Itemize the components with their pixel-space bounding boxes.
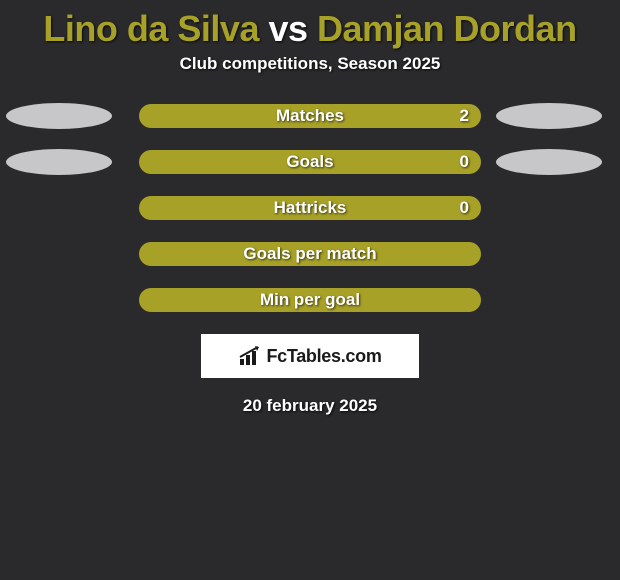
page-title: Lino da Silva vs Damjan Dordan bbox=[0, 0, 620, 54]
title-player2: Damjan Dordan bbox=[317, 8, 577, 49]
stat-row-mpg: Min per goal bbox=[0, 288, 620, 312]
stat-bar: Goals 0 bbox=[139, 150, 481, 174]
date-text: 20 february 2025 bbox=[0, 396, 620, 416]
stat-bar: Hattricks 0 bbox=[139, 196, 481, 220]
stat-value-right: 0 bbox=[460, 152, 469, 172]
logo-text: FcTables.com bbox=[266, 346, 381, 367]
stat-rows: Matches 2 Goals 0 Hattricks 0 Goals per … bbox=[0, 104, 620, 312]
stat-value-right: 2 bbox=[460, 106, 469, 126]
ellipse-left bbox=[6, 149, 112, 175]
stat-row-goals: Goals 0 bbox=[0, 150, 620, 174]
logo-box: FcTables.com bbox=[201, 334, 419, 378]
stat-label: Goals bbox=[286, 152, 333, 172]
ellipse-left bbox=[6, 103, 112, 129]
stat-bar: Goals per match bbox=[139, 242, 481, 266]
stat-bar: Min per goal bbox=[139, 288, 481, 312]
title-player1: Lino da Silva bbox=[43, 8, 259, 49]
ellipse-right bbox=[496, 103, 602, 129]
title-vs: vs bbox=[259, 8, 317, 49]
stat-label: Matches bbox=[276, 106, 344, 126]
stat-label: Goals per match bbox=[243, 244, 376, 264]
stat-value-right: 0 bbox=[460, 198, 469, 218]
stat-row-hattricks: Hattricks 0 bbox=[0, 196, 620, 220]
subtitle: Club competitions, Season 2025 bbox=[0, 54, 620, 104]
stat-row-gpm: Goals per match bbox=[0, 242, 620, 266]
stat-row-matches: Matches 2 bbox=[0, 104, 620, 128]
stat-bar: Matches 2 bbox=[139, 104, 481, 128]
bars-icon bbox=[238, 345, 262, 367]
stat-label: Hattricks bbox=[274, 198, 347, 218]
ellipse-right bbox=[496, 149, 602, 175]
stat-label: Min per goal bbox=[260, 290, 360, 310]
